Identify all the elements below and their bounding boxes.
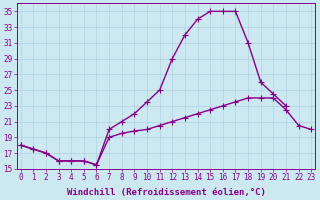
X-axis label: Windchill (Refroidissement éolien,°C): Windchill (Refroidissement éolien,°C) [67,188,265,197]
